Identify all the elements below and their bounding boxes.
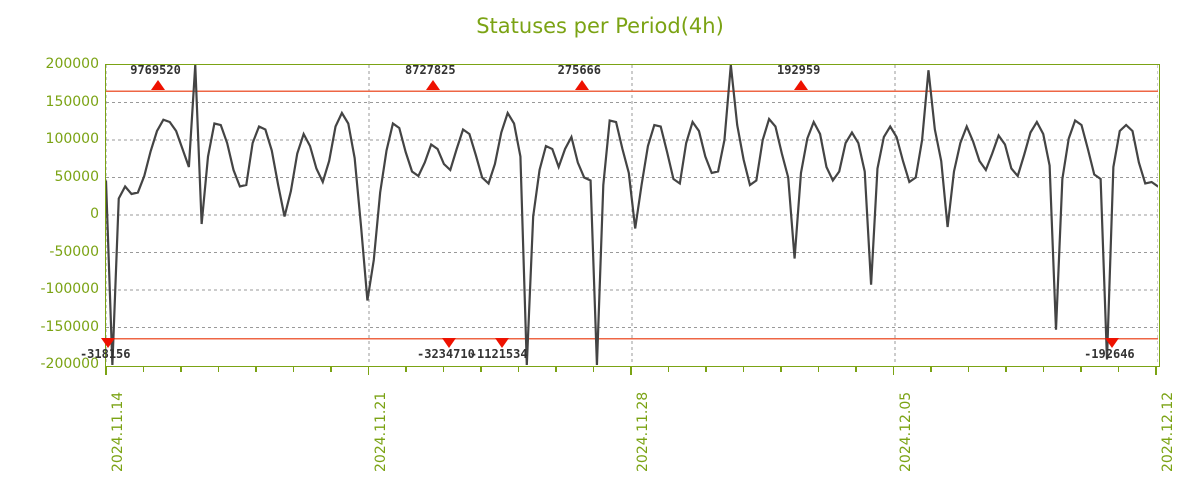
x-axis-tick-label: 2024.12.12 [1160, 391, 1176, 472]
x-axis-tick-label: 2024.11.21 [372, 391, 389, 472]
x-axis-minor-tick [1005, 367, 1007, 372]
y-axis-tick-label: 100000 [45, 131, 99, 147]
annotation-marker-max [794, 80, 808, 91]
x-axis-minor-tick [592, 367, 594, 372]
annotation-marker-min [100, 337, 115, 348]
chart-title: Statuses per Period(4h) [476, 14, 724, 38]
data-series-line [106, 65, 1158, 365]
x-axis-minor-tick [705, 367, 707, 372]
x-axis-minor-tick [180, 367, 182, 372]
plot-area [105, 64, 1160, 367]
annotation-value-label: -318156 [79, 346, 131, 361]
annotation-marker-max [426, 80, 440, 91]
y-axis-tick-label: -100000 [40, 281, 100, 297]
vertical-gridlines [106, 65, 1158, 365]
annotation-value-label: 9769520 [130, 63, 181, 78]
x-axis-major-tick [105, 367, 107, 375]
x-axis-minor-tick [930, 367, 932, 372]
x-axis-major-tick [1155, 367, 1157, 375]
y-axis-tick-label: 0 [90, 206, 99, 222]
x-axis-minor-tick [480, 367, 482, 372]
x-axis-minor-tick [967, 367, 969, 372]
x-axis-tick-label: 2024.11.28 [635, 391, 651, 472]
x-axis-minor-tick [142, 367, 144, 372]
annotation-marker-min [1105, 337, 1120, 348]
annotation-value-label: -192646 [1084, 346, 1135, 361]
annotation-marker-max [151, 80, 166, 91]
x-axis-minor-tick [1042, 367, 1044, 372]
x-axis-major-tick [892, 367, 894, 375]
x-axis-minor-tick [292, 367, 294, 372]
annotation-value-label: -1121534 [469, 346, 528, 361]
annotation-value-label: 275666 [557, 63, 602, 78]
x-axis-minor-tick [855, 367, 857, 372]
x-axis-tick-label: 2024.11.14 [110, 391, 126, 472]
x-axis-minor-tick [667, 367, 669, 372]
y-axis-tick-label: -200000 [40, 356, 100, 372]
x-axis-minor-tick [517, 367, 519, 372]
x-axis-major-tick [630, 367, 632, 375]
x-axis-minor-tick [217, 367, 219, 372]
y-axis-tick-label: 150000 [45, 93, 99, 110]
y-axis-tick-label: 50000 [54, 168, 99, 185]
annotation-marker-min [442, 337, 456, 348]
y-axis-tick-label: -50000 [49, 243, 99, 260]
x-axis-minor-tick [1117, 367, 1119, 372]
x-axis-major-tick [367, 367, 369, 375]
annotation-marker-max [574, 80, 589, 91]
annotation-value-label: 192959 [777, 63, 821, 78]
x-axis-minor-tick [330, 367, 332, 372]
annotation-value-label: -3234710 [417, 346, 475, 361]
x-axis-minor-tick [742, 367, 744, 372]
annotation-value-label: 8727825 [405, 63, 456, 78]
x-axis-minor-tick [405, 367, 407, 372]
x-axis-minor-tick [817, 367, 819, 372]
x-axis-minor-tick [780, 367, 782, 372]
threshold-lines [106, 90, 1158, 340]
chart-plot-svg [106, 65, 1158, 365]
x-axis-minor-tick [555, 367, 557, 372]
annotation-marker-min [494, 337, 509, 348]
y-axis-tick-labels: 200000 150000 100000 50000 0 -50000 -100000 -15… [0, 0, 100, 500]
x-axis-minor-tick [442, 367, 444, 372]
y-axis-tick-label: 200000 [45, 56, 99, 72]
y-axis-tick-label: -150000 [40, 318, 100, 335]
x-axis-minor-tick [1080, 367, 1082, 372]
horizontal-gridlines [106, 102, 1158, 328]
x-axis-minor-tick [255, 367, 257, 372]
x-axis-tick-label: 2024.12.05 [897, 391, 914, 472]
